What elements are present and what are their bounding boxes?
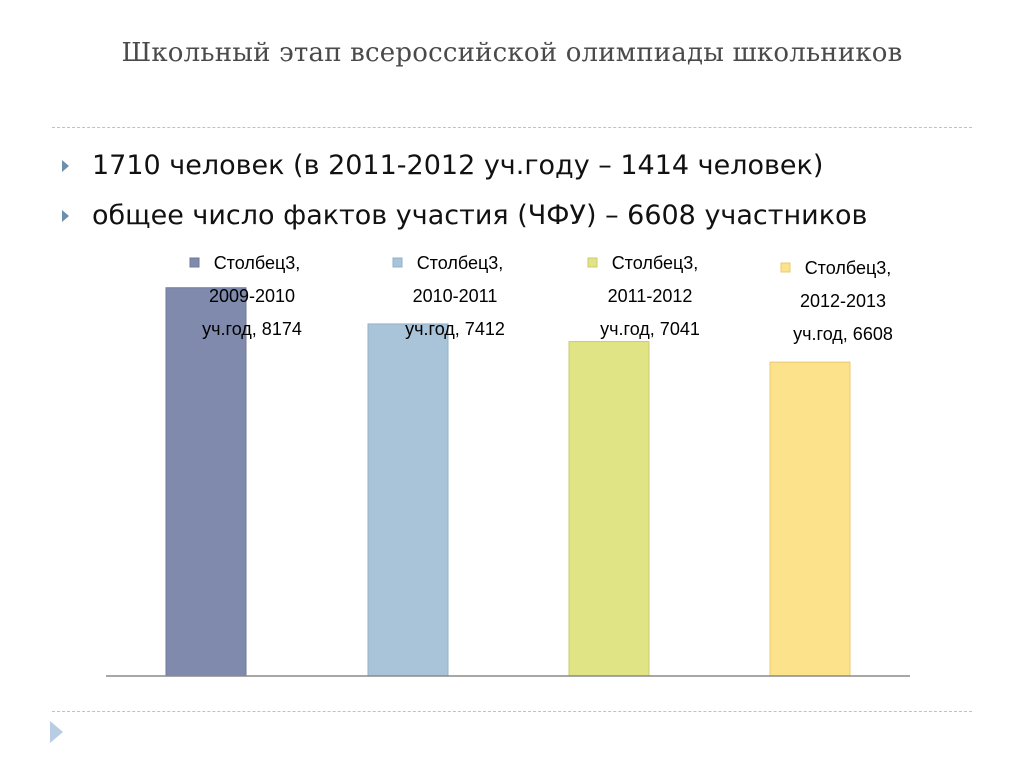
data-label-line: 2011-2012 bbox=[608, 286, 693, 306]
data-label-line: Столбец3, bbox=[417, 253, 504, 273]
legend-key bbox=[780, 262, 791, 273]
data-label: Столбец3, 2010-2011 уч.год, 7412 bbox=[392, 253, 505, 339]
bar bbox=[165, 287, 247, 677]
data-label-line: уч.год, 6608 bbox=[793, 324, 893, 344]
slide-title: Школьный этап всероссийской олимпиады шк… bbox=[121, 38, 903, 68]
data-label-line: уч.год, 7412 bbox=[405, 319, 505, 339]
data-label-line: 2009-2010 bbox=[209, 286, 295, 306]
bullet-arrow-icon bbox=[62, 160, 69, 172]
legend-key bbox=[189, 257, 200, 268]
bar bbox=[367, 323, 449, 677]
legend-key bbox=[587, 257, 598, 268]
bottom-divider bbox=[52, 711, 972, 712]
data-label-line: Столбец3, bbox=[214, 253, 301, 273]
bar bbox=[769, 361, 851, 677]
bullet-text: 1710 человек (в 2011-2012 уч.году – 1414… bbox=[92, 150, 824, 181]
data-label-line: уч.год, 7041 bbox=[600, 319, 700, 339]
next-slide-arrow-icon[interactable] bbox=[50, 721, 63, 743]
data-label-line: уч.год, 8174 bbox=[202, 319, 302, 339]
data-label-line: Столбец3, bbox=[612, 253, 699, 273]
data-label-line: 2012-2013 bbox=[800, 291, 886, 311]
legend-key bbox=[392, 257, 403, 268]
bullet-text: общее число фактов участия (ЧФУ) – 6608 … bbox=[92, 200, 868, 231]
bar bbox=[568, 341, 650, 677]
data-label: Столбец3, 2009-2010 уч.год, 8174 bbox=[189, 253, 302, 339]
data-label: Столбец3, 2011-2012 уч.год, 7041 bbox=[587, 253, 700, 339]
top-divider bbox=[52, 127, 972, 128]
data-label: Столбец3, 2012-2013 уч.год, 6608 bbox=[780, 258, 893, 344]
bullet-arrow-icon bbox=[62, 210, 69, 222]
data-label-line: Столбец3, bbox=[805, 258, 892, 278]
data-label-line: 2010-2011 bbox=[413, 286, 498, 306]
